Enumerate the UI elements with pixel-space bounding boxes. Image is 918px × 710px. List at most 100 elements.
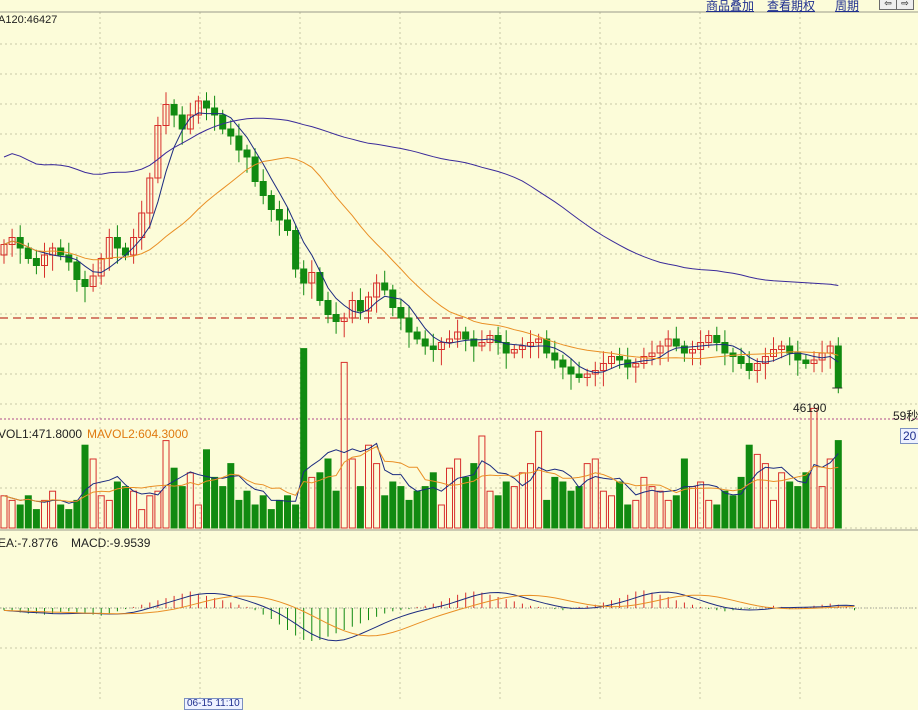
volume-bar: [502, 481, 510, 529]
volume-bar: [211, 476, 219, 529]
candle-body: [470, 338, 478, 347]
candle-body: [502, 342, 510, 354]
candle-body: [389, 289, 397, 308]
candle-body: [753, 363, 761, 371]
macd-label: MACD:-9.9539: [71, 536, 151, 550]
volume-bar: [470, 463, 478, 529]
overlay-link[interactable]: 商品叠加: [706, 0, 755, 13]
candle-body: [308, 272, 316, 284]
volume-bar: [300, 348, 308, 529]
macd-dea-line: [3, 594, 855, 637]
candle-body: [397, 307, 405, 319]
volume-bar: [729, 495, 737, 529]
candle-body: [672, 338, 680, 347]
cycle-link[interactable]: 周期: [835, 0, 860, 13]
candle-body: [551, 352, 559, 361]
volume-bar: [721, 490, 729, 529]
candle-body: [24, 247, 32, 259]
volume-bar: [818, 486, 826, 529]
candle-body: [162, 104, 170, 126]
volume-bar: [348, 458, 356, 529]
candle-body: [365, 296, 372, 312]
candle-body: [632, 363, 640, 368]
candle-body: [689, 349, 696, 354]
cursor-time-label: 06-15 11:10: [184, 698, 243, 710]
candle-body: [446, 338, 453, 343]
candle-body: [292, 230, 300, 270]
candle-body: [113, 237, 121, 249]
volume-bar: [340, 361, 348, 529]
candle-body: [608, 356, 615, 364]
volume-bar: [826, 458, 834, 529]
volume-bar: [543, 499, 551, 529]
candle-body: [454, 331, 462, 340]
volume-bar: [486, 490, 494, 529]
volume-bar: [616, 481, 624, 529]
nav-left-button[interactable]: ⇦: [879, 0, 897, 10]
candle-body: [405, 317, 413, 333]
volume-bar: [105, 499, 113, 529]
candle-body: [527, 342, 534, 347]
volume-bar: [178, 486, 186, 529]
countdown-label: 59秒: [893, 409, 918, 423]
candle-body: [567, 366, 575, 375]
volume-bar: [0, 495, 8, 529]
volume-bar: [130, 490, 138, 529]
volume-bar: [113, 481, 121, 529]
volume-bar: [243, 490, 251, 529]
price-annotation: 46190: [793, 401, 827, 415]
candle-body: [227, 128, 235, 137]
candle-body: [510, 349, 518, 354]
volume-bar: [454, 458, 462, 529]
volume-bar: [413, 490, 421, 529]
candle-body: [559, 359, 567, 368]
volume-bar: [429, 472, 437, 529]
candle-body: [437, 342, 445, 350]
volume-bar: [32, 509, 40, 529]
nav-right-button[interactable]: ⇨: [896, 0, 914, 10]
candle-body: [745, 363, 753, 371]
volume-bar: [356, 486, 364, 529]
volume-bar: [251, 504, 259, 529]
volume-bar: [138, 509, 146, 529]
volume-badge[interactable]: 20: [900, 428, 918, 444]
volume-bar: [810, 407, 818, 529]
volume-bar: [640, 476, 648, 529]
candle-body: [648, 352, 656, 357]
candle-body: [778, 345, 786, 350]
candle-body: [316, 272, 324, 301]
candle-body: [146, 177, 154, 214]
candle-body: [421, 338, 429, 347]
candle-body: [81, 279, 89, 287]
volume-bar: [551, 476, 559, 529]
candle-body: [203, 100, 210, 109]
volume-bar: [122, 486, 129, 529]
mavol2-label: MAVOL2:604.3000: [87, 427, 189, 441]
candle-body: [834, 345, 842, 389]
candle-body: [130, 237, 138, 256]
volume-bar: [761, 463, 769, 529]
volume-bar: [154, 490, 162, 529]
candle-body: [332, 314, 340, 322]
volume-ma-line: [3, 442, 839, 504]
candle-body: [284, 219, 291, 231]
volume-bar: [656, 490, 664, 529]
candle-body: [211, 107, 219, 116]
candle-body: [737, 356, 745, 364]
candle-body: [300, 268, 308, 284]
view-period-link[interactable]: 查看期权: [767, 0, 816, 13]
candle-body: [324, 300, 332, 315]
volume-bar: [73, 499, 81, 529]
volume-bar: [462, 476, 470, 529]
volume-bar: [713, 504, 721, 529]
candle-body: [340, 317, 348, 322]
candle-body: [32, 258, 40, 266]
volume-bar: [203, 449, 210, 529]
candle-body: [178, 114, 186, 130]
candle-body: [721, 342, 729, 354]
ma-mid-line: [3, 156, 839, 360]
candle-body: [494, 335, 502, 343]
volume-bar: [227, 463, 235, 529]
candle-body: [413, 331, 421, 340]
